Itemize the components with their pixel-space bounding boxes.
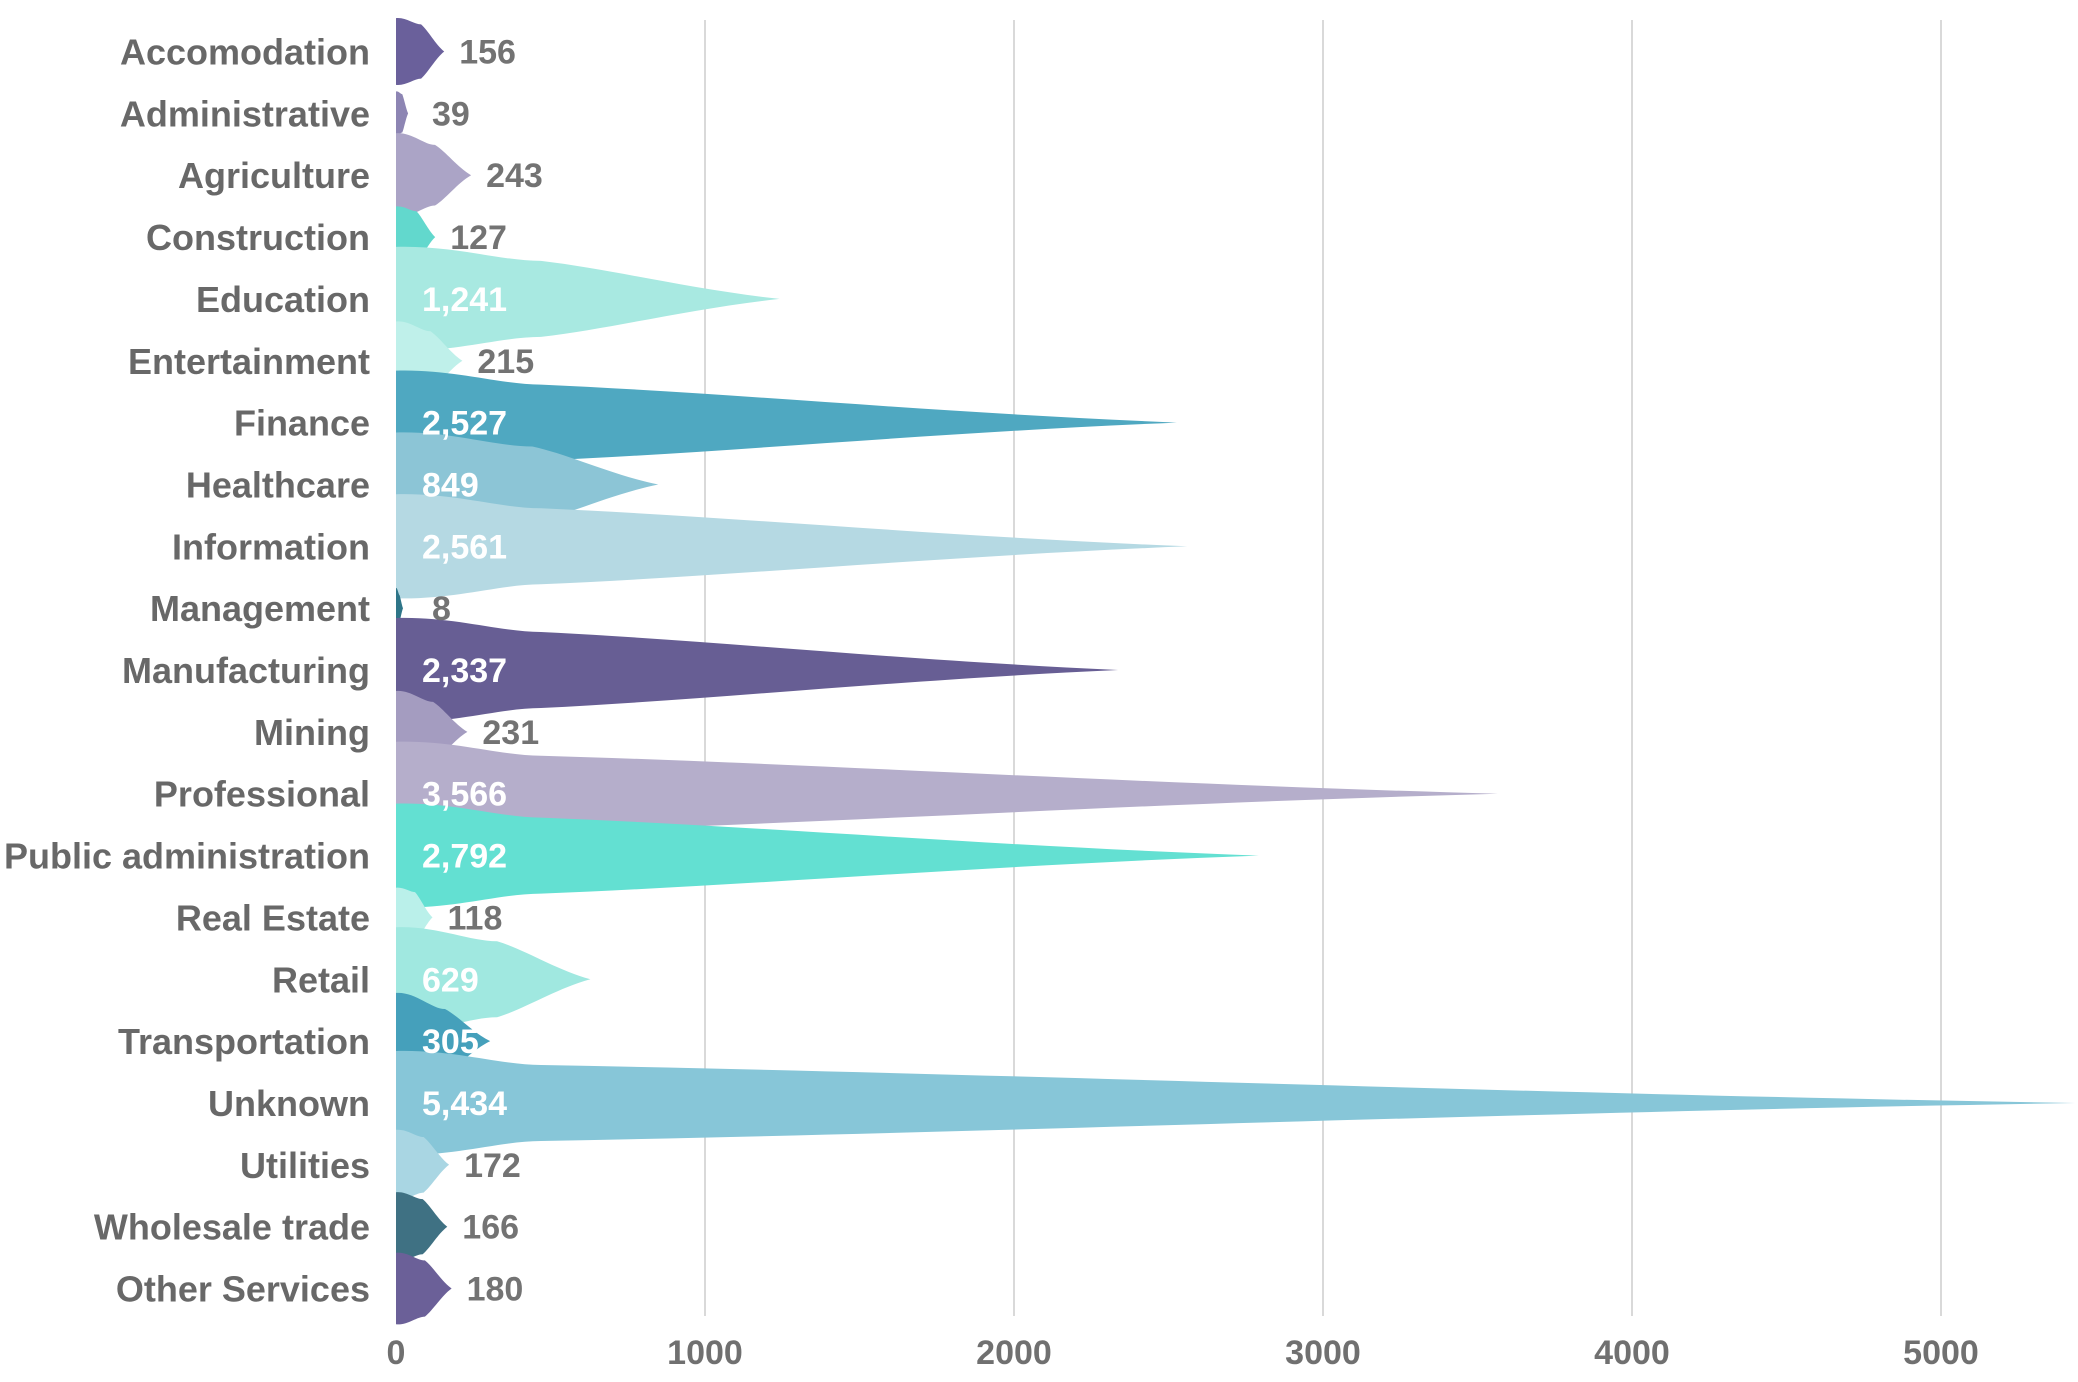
bar-value-label-utilities: 172 bbox=[464, 1147, 521, 1185]
category-label-healthcare: Healthcare bbox=[186, 465, 370, 506]
bar-agriculture bbox=[396, 133, 472, 218]
category-label-education: Education bbox=[196, 279, 370, 320]
bar-value-label-accomodation: 156 bbox=[459, 34, 516, 72]
bar-value-label-construction: 127 bbox=[450, 219, 507, 257]
bar-value-label-entertainment: 215 bbox=[477, 343, 534, 381]
category-label-retail: Retail bbox=[272, 959, 370, 1000]
category-label-information: Information bbox=[172, 526, 370, 567]
bar-value-label-finance: 2,527 bbox=[422, 405, 507, 443]
category-label-management: Management bbox=[150, 588, 370, 629]
category-label-manufacturing: Manufacturing bbox=[122, 650, 370, 691]
bar-accomodation bbox=[396, 18, 445, 85]
x-tick-label-0: 0 bbox=[387, 1334, 406, 1372]
bar-manufacturing bbox=[396, 617, 1119, 723]
category-label-agriculture: Agriculture bbox=[178, 155, 370, 196]
category-label-transportation: Transportation bbox=[118, 1021, 370, 1062]
category-label-unknown: Unknown bbox=[208, 1083, 370, 1124]
bar-value-label-wholesale-trade: 166 bbox=[462, 1209, 519, 1247]
bar-value-label-transportation: 305 bbox=[422, 1023, 479, 1061]
bar-wholesale-trade bbox=[396, 1192, 448, 1262]
x-tick-label-3000: 3000 bbox=[1285, 1334, 1361, 1372]
bar-value-label-agriculture: 243 bbox=[486, 157, 543, 195]
category-label-administrative: Administrative bbox=[120, 93, 370, 134]
category-label-public-administration: Public administration bbox=[4, 836, 370, 877]
bar-utilities bbox=[396, 1129, 450, 1200]
bar-value-label-retail: 629 bbox=[422, 961, 479, 999]
value-labels: 156 39 243 127 1,241 215 2,527 849 2,561 8 2,337 23… bbox=[422, 34, 543, 1309]
category-label-utilities: Utilities bbox=[240, 1145, 370, 1186]
bar-public-administration bbox=[396, 803, 1259, 908]
category-label-mining: Mining bbox=[254, 712, 370, 753]
category-label-wholesale-trade: Wholesale trade bbox=[94, 1207, 370, 1248]
category-label-professional: Professional bbox=[154, 774, 370, 815]
x-tick-label-2000: 2000 bbox=[976, 1334, 1052, 1372]
bar-education bbox=[396, 246, 780, 352]
bar-unknown bbox=[396, 1050, 2076, 1156]
bar-value-label-administrative: 39 bbox=[432, 95, 470, 133]
x-axis-tick-labels: 0 1000 2000 3000 4000 5000 bbox=[387, 1334, 1979, 1372]
bar-value-label-education: 1,241 bbox=[422, 281, 507, 319]
bar-value-label-management: 8 bbox=[432, 590, 451, 628]
x-tick-label-4000: 4000 bbox=[1594, 1334, 1670, 1372]
bar-value-label-public-administration: 2,792 bbox=[422, 838, 507, 876]
category-label-entertainment: Entertainment bbox=[128, 341, 370, 382]
category-label-other-services: Other Services bbox=[116, 1269, 370, 1310]
category-label-accomodation: Accomodation bbox=[120, 32, 370, 73]
category-label-construction: Construction bbox=[146, 217, 370, 258]
x-tick-label-5000: 5000 bbox=[1903, 1334, 1979, 1372]
bar-value-label-manufacturing: 2,337 bbox=[422, 652, 507, 690]
bar-professional bbox=[396, 741, 1498, 846]
category-labels: Accomodation Administrative Agriculture Con… bbox=[4, 32, 370, 1310]
bar-information bbox=[396, 494, 1188, 599]
bar-value-label-mining: 231 bbox=[482, 714, 539, 752]
bar-retail bbox=[396, 927, 591, 1032]
bars bbox=[396, 18, 2076, 1325]
x-tick-label-1000: 1000 bbox=[667, 1334, 743, 1372]
bar-value-label-other-services: 180 bbox=[467, 1271, 524, 1309]
category-label-real-estate: Real Estate bbox=[176, 897, 370, 938]
bar-value-label-real-estate: 118 bbox=[448, 899, 503, 937]
bar-value-label-unknown: 5,434 bbox=[422, 1085, 507, 1123]
bar-value-label-professional: 3,566 bbox=[422, 776, 507, 814]
category-label-finance: Finance bbox=[234, 403, 370, 444]
bar-value-label-healthcare: 849 bbox=[422, 467, 479, 505]
bar-value-label-information: 2,561 bbox=[422, 528, 507, 566]
bar-finance bbox=[396, 370, 1177, 475]
bar-administrative bbox=[396, 91, 409, 136]
bar-other-services bbox=[396, 1252, 452, 1325]
